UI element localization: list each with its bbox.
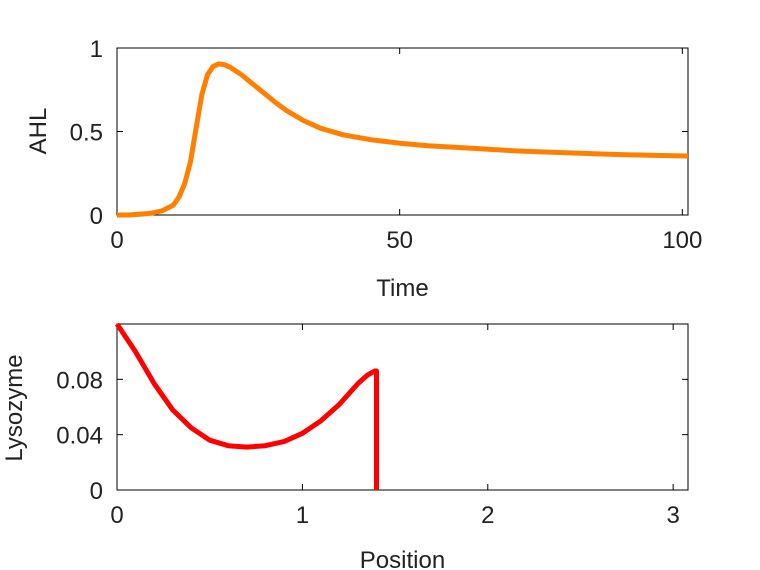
y-tick-label: 0.04 [56, 423, 103, 450]
y-axis-label: Lysozyme [1, 354, 28, 461]
series-line [117, 61, 689, 218]
y-tick-label: 0.08 [56, 367, 103, 394]
y-tick-label: 0 [90, 203, 103, 230]
x-tick-label: 100 [662, 227, 702, 254]
plot-frame [116, 47, 689, 216]
x-axis-label: Time [376, 275, 428, 302]
ahl-time-panel: 0 50 100 0 0.5 1 Time AHL [25, 36, 702, 302]
series-line [114, 322, 379, 490]
x-tick-label: 0 [110, 227, 123, 254]
y-tick-label: 1 [90, 36, 103, 63]
lysozyme-position-panel: 0 1 2 3 0 0.04 0.08 Position Lysozyme [1, 322, 689, 570]
x-tick-label: 1 [296, 502, 309, 529]
x-tick-label: 3 [666, 502, 679, 529]
x-tick-label: 2 [481, 502, 494, 529]
y-axis-label: AHL [25, 108, 52, 155]
x-tick-label: 0 [110, 502, 123, 529]
y-tick-label: 0 [90, 478, 103, 505]
x-axis-label: Position [360, 547, 445, 570]
x-tick-label: 50 [386, 227, 413, 254]
plot-frame [116, 323, 689, 491]
y-tick-label: 0.5 [70, 120, 103, 147]
